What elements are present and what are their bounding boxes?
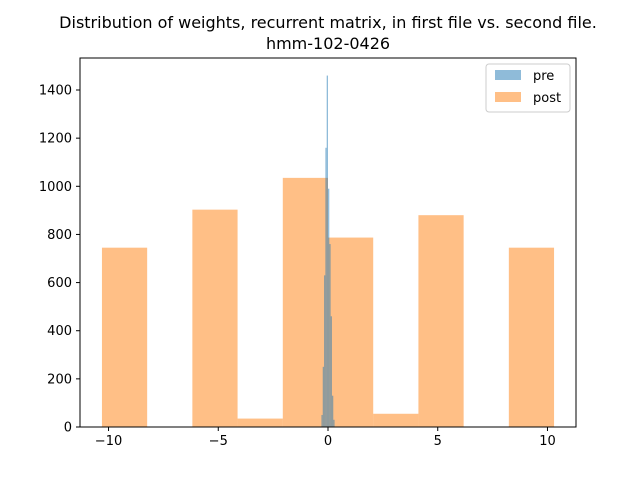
x-tick-label: 5 <box>434 434 442 449</box>
bar-post <box>418 215 464 427</box>
bar-post <box>282 177 328 427</box>
bar-pre <box>324 275 326 427</box>
series-pre-bars <box>321 75 335 428</box>
y-tick-label: 1000 <box>39 180 72 195</box>
bar-pre <box>325 147 327 427</box>
x-tick-label: −5 <box>209 434 228 449</box>
bar-post <box>192 209 238 427</box>
legend-swatch-post <box>495 92 521 102</box>
bar-pre <box>328 188 330 427</box>
y-tick-label: 800 <box>47 228 72 243</box>
series-post-bars <box>101 177 555 427</box>
x-tick-label: 10 <box>539 434 556 449</box>
y-tick-label: 1400 <box>39 84 72 99</box>
legend-label-pre: pre <box>533 69 554 84</box>
y-tick-label: 1200 <box>39 132 72 147</box>
x-tick-label: −10 <box>95 434 122 449</box>
chart-subtitle: hmm-102-0426 <box>266 34 390 53</box>
chart-title: Distribution of weights, recurrent matri… <box>59 13 597 32</box>
legend: pre post <box>485 63 571 113</box>
y-axis: 0 200 400 600 800 1000 1200 1400 <box>39 84 80 436</box>
bar-pre <box>326 75 328 428</box>
y-tick-label: 200 <box>47 372 72 387</box>
bar-pre <box>333 419 335 427</box>
bar-pre <box>322 366 325 427</box>
y-tick-label: 400 <box>47 324 72 339</box>
legend-label-post: post <box>533 91 561 106</box>
y-tick-label: 600 <box>47 276 72 291</box>
bar-pre <box>331 395 334 427</box>
legend-swatch-pre <box>495 70 521 80</box>
x-axis: −10 −5 0 5 10 <box>95 427 556 449</box>
bar-pre <box>329 244 331 427</box>
bar-post <box>101 247 148 427</box>
bar-post <box>328 237 374 427</box>
bar-post <box>508 247 555 427</box>
y-tick-label: 0 <box>64 421 72 436</box>
bar-pre <box>321 414 323 427</box>
bar-post <box>237 418 283 427</box>
bar-pre <box>330 316 332 427</box>
x-tick-label: 0 <box>324 434 332 449</box>
bar-post <box>373 413 419 427</box>
